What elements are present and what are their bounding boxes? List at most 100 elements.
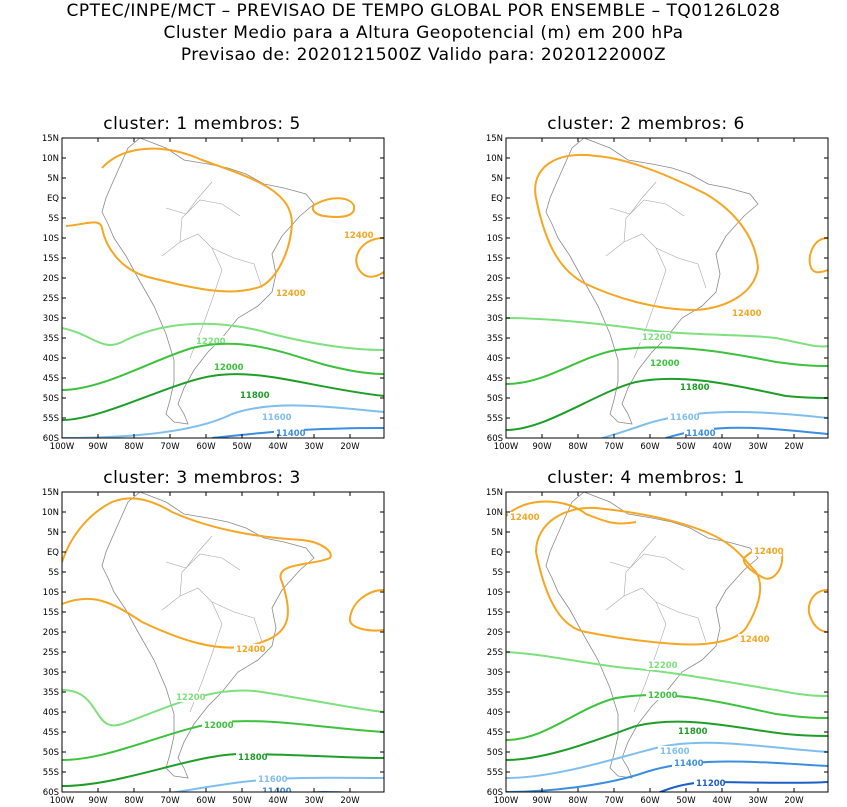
contour-label-bg — [678, 382, 708, 392]
contour-label-bg — [752, 546, 782, 556]
lat-tick-label: 15S — [43, 254, 59, 264]
lon-tick-label: 30W — [748, 796, 768, 806]
lon-tick-label: 60W — [640, 796, 660, 806]
lat-tick-label: 5S — [48, 214, 59, 224]
country-border — [165, 535, 213, 569]
contour-label-bg — [672, 758, 702, 768]
map-plot: 1240012200120001180011600114001120015N10… — [486, 134, 829, 452]
panel-title: cluster: 2 membros: 6 — [547, 114, 745, 134]
lat-tick-label: 25S — [487, 294, 503, 304]
contour-label-bg — [676, 726, 706, 736]
country-border — [655, 247, 707, 289]
lat-tick-label: 15N — [486, 488, 503, 498]
lat-tick-label: EQ — [491, 194, 503, 204]
country-border — [633, 269, 667, 359]
lon-tick-label: 70W — [604, 796, 624, 806]
lat-tick-label: EQ — [47, 548, 59, 558]
contour-label: 12000 — [650, 359, 680, 369]
lat-tick-label: 30S — [43, 314, 59, 324]
map-panel-cluster-4: cluster: 4 membros: 1 12400 12400 12400 122… — [446, 467, 846, 807]
contour-label-bg — [646, 660, 676, 670]
contour-12400 — [506, 500, 637, 525]
panel-title: cluster: 4 membros: 1 — [547, 468, 745, 488]
contour-label-bg — [274, 428, 304, 438]
contour-label-bg — [202, 720, 232, 730]
lon-tick-label: 90W — [532, 796, 552, 806]
lat-tick-label: 45S — [43, 728, 59, 738]
country-border — [211, 601, 263, 643]
contour-label: 12200 — [196, 337, 226, 347]
contour-label: 11800 — [240, 391, 270, 401]
lat-tick-label: 10N — [486, 508, 503, 518]
lat-tick-label: 10S — [43, 588, 59, 598]
contour-label: 11200 — [696, 779, 726, 789]
contour-12400 — [311, 197, 356, 218]
lon-tick-label: 100W — [50, 442, 75, 452]
contour-label-bg — [668, 412, 698, 422]
contour-label-bg — [238, 390, 268, 400]
lon-tick-label: 60W — [196, 796, 216, 806]
contour-11800 — [506, 377, 828, 431]
country-border — [179, 553, 241, 597]
contour-label-bg — [236, 752, 266, 762]
contour-label: 12000 — [204, 721, 234, 731]
country-border — [605, 587, 667, 625]
lat-tick-label: 35S — [487, 688, 503, 698]
lat-tick-label: 10S — [487, 588, 503, 598]
contour-label: 12000 — [648, 691, 678, 701]
lat-tick-label: 25S — [487, 648, 503, 658]
contour-12400 — [65, 147, 294, 293]
contour-label: 12400 — [732, 309, 762, 319]
lat-tick-label: 55S — [487, 414, 503, 424]
country-border — [609, 535, 657, 569]
country-border — [165, 181, 213, 215]
lat-tick-label: 45S — [43, 374, 59, 384]
contour-label: 12400 — [754, 547, 784, 557]
lat-tick-label: 5S — [492, 214, 503, 224]
map-plot: 12400 12400 12200 12000 11800 11600 11400 15N 10… — [42, 134, 385, 452]
lat-tick-label: 45S — [487, 374, 503, 384]
contour-12200 — [62, 322, 384, 351]
contour-11400 — [663, 426, 828, 438]
lat-tick-label: 40S — [487, 354, 503, 364]
lat-tick-label: 20S — [487, 628, 503, 638]
plot-background — [62, 492, 384, 792]
country-border — [655, 601, 707, 643]
lon-tick-label: 80W — [568, 796, 588, 806]
header-title: CPTEC/INPE/MCT – PREVISAO DE TEMPO GLOBA… — [66, 1, 781, 21]
contour-label: 12400 — [740, 635, 770, 645]
lat-tick-label: 55S — [43, 414, 59, 424]
plot-background — [506, 492, 828, 792]
country-border — [623, 553, 685, 597]
lon-tick-label: 90W — [532, 442, 552, 452]
panel-title: cluster: 1 membros: 5 — [103, 114, 301, 134]
lon-tick-label: 50W — [676, 442, 696, 452]
lon-tick-label: 80W — [568, 442, 588, 452]
map-panel-cluster-3: cluster: 3 membros: 3 12400 12200 12000 118… — [2, 467, 402, 807]
country-border — [211, 247, 263, 289]
contour-label: 11400 — [674, 759, 704, 769]
plot-background — [62, 138, 384, 438]
country-border — [609, 181, 657, 215]
lat-tick-label: 5N — [47, 174, 59, 184]
lon-tick-label: 70W — [604, 442, 624, 452]
contour-12200 — [506, 651, 828, 697]
lat-tick-label: 10S — [43, 234, 59, 244]
lon-tick-label: 20W — [784, 442, 804, 452]
lat-tick-label: 15S — [487, 608, 503, 618]
lon-tick-label: 100W — [50, 796, 75, 806]
plot-frame — [61, 137, 385, 439]
contour-label-bg — [256, 774, 286, 784]
contour-12400 — [348, 589, 384, 632]
header-subtitle: Cluster Medio para a Altura Geopotencial… — [163, 23, 684, 43]
lon-tick-label: 60W — [196, 442, 216, 452]
lat-tick-label: 10N — [42, 154, 59, 164]
lat-tick-label: 55S — [43, 768, 59, 778]
lat-tick-label: 60S — [43, 788, 59, 798]
lon-tick-label: 30W — [304, 442, 324, 452]
lon-tick-label: 30W — [304, 796, 324, 806]
lat-tick-label: 15N — [42, 134, 59, 144]
lat-tick-label: 10N — [42, 508, 59, 518]
lat-tick-label: 60S — [487, 434, 503, 444]
lat-tick-label: 10N — [486, 154, 503, 164]
